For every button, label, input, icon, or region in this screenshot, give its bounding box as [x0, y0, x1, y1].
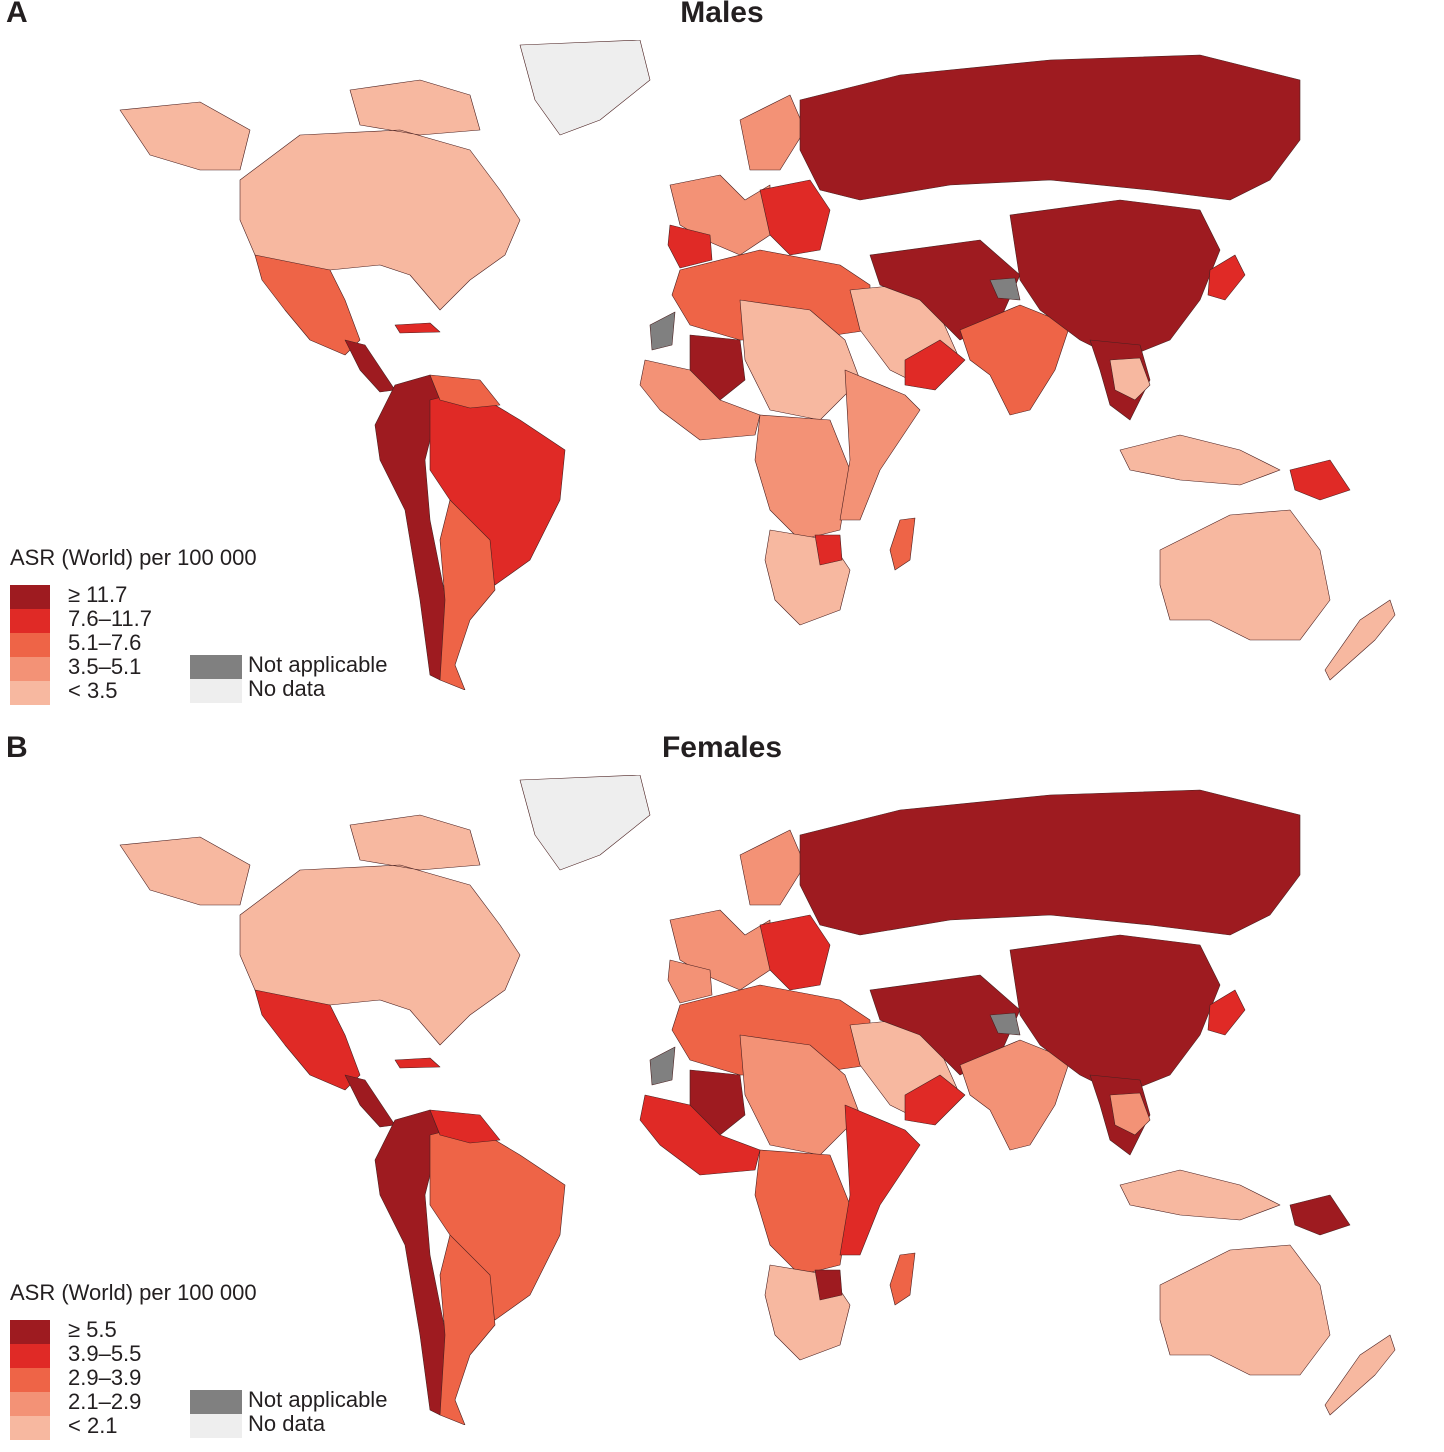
region-mexico: [254, 989, 361, 1091]
region-madagascar: [889, 517, 916, 571]
legend-swatch: [190, 655, 242, 679]
legend-label: ≥ 5.5: [68, 1317, 117, 1342]
region-western-sahara: [649, 1046, 676, 1086]
region-india: [959, 304, 1071, 416]
legend-label: 2.9–3.9: [68, 1365, 142, 1390]
legend-label: 3.5–5.1: [68, 654, 142, 679]
legend-swatch: [10, 657, 50, 681]
choropleth-map: [119, 775, 1396, 1425]
region-indonesia: [1119, 1169, 1281, 1221]
legend-swatch: [10, 1368, 50, 1392]
region-russia-east: [799, 789, 1301, 936]
legend-label: ≥ 11.7: [68, 582, 128, 607]
region-png: [1289, 459, 1351, 501]
legend-title: ASR (World) per 100 000: [10, 545, 257, 570]
region-western-sahara: [649, 311, 676, 351]
legend-swatch: [190, 1390, 242, 1414]
region-brazil: [429, 389, 566, 586]
legend: ASR (World) per 100 000 ≥ 11.7 7.6–11.7 …: [10, 545, 440, 715]
legend-label: 7.6–11.7: [68, 606, 153, 631]
region-guyana-region: [429, 1109, 501, 1144]
panel-letter: A: [6, 0, 28, 29]
map-panel-females: B Females ASR (World) per 100 000 ≥ 5.5 …: [0, 731, 1444, 1452]
legend-label: Not applicable: [248, 1387, 388, 1412]
region-central-america: [344, 1074, 396, 1128]
region-yemen-oman: [904, 339, 966, 391]
region-kashmir: [989, 1012, 1021, 1036]
region-eastern-europe: [759, 179, 831, 256]
region-caribbean: [394, 322, 441, 334]
region-yemen-oman: [904, 1074, 966, 1126]
region-east-africa: [839, 1104, 921, 1256]
region-sahel: [739, 1034, 861, 1156]
region-new-zealand: [1324, 599, 1396, 681]
region-west-africa: [639, 1094, 761, 1176]
region-kashmir: [989, 277, 1021, 301]
legend-swatch: [10, 1320, 50, 1344]
region-new-zealand: [1324, 1334, 1396, 1416]
legend-label: 2.1–2.9: [68, 1389, 142, 1414]
choropleth-map: [119, 40, 1396, 690]
region-thailand: [1109, 1092, 1151, 1136]
legend: ASR (World) per 100 000 ≥ 5.5 3.9–5.5 2.…: [10, 1280, 440, 1450]
region-madagascar: [889, 1252, 916, 1306]
region-greenland: [519, 775, 651, 871]
legend-swatch: [10, 1416, 50, 1440]
region-india: [959, 1039, 1071, 1151]
region-indonesia: [1119, 434, 1281, 486]
region-thailand: [1109, 357, 1151, 401]
region-china: [1009, 199, 1221, 361]
region-east-africa: [839, 369, 921, 521]
legend-label: 5.1–7.6: [68, 630, 142, 655]
region-spain: [667, 959, 713, 1004]
region-japan: [1207, 254, 1246, 301]
legend-title: ASR (World) per 100 000: [10, 1280, 257, 1305]
legend-label: No data: [248, 1411, 326, 1436]
region-caribbean: [394, 1057, 441, 1069]
legend-label: < 3.5: [68, 678, 118, 703]
region-russia-east: [799, 54, 1301, 201]
legend-swatch: [10, 585, 50, 609]
region-spain: [667, 224, 713, 269]
legend-swatch: [10, 1392, 50, 1416]
region-southern-cone: [439, 1234, 496, 1425]
region-west-africa: [639, 359, 761, 441]
region-brazil: [429, 1124, 566, 1321]
legend-swatch: [10, 1344, 50, 1368]
legend-swatch: [10, 633, 50, 657]
region-mexico: [254, 254, 361, 356]
region-north-america: [119, 79, 521, 311]
region-china: [1009, 934, 1221, 1096]
region-eastern-europe: [759, 914, 831, 991]
legend-label: Not applicable: [248, 652, 388, 677]
legend-swatch: [190, 679, 242, 703]
region-japan: [1207, 989, 1246, 1036]
panel-letter: B: [6, 731, 28, 764]
panel-title: Females: [661, 731, 783, 764]
region-southern-cone: [439, 499, 496, 690]
region-sahel: [739, 299, 861, 421]
region-guyana-region: [429, 374, 501, 409]
region-central-america: [344, 339, 396, 393]
region-greenland: [519, 40, 651, 136]
legend-label: < 2.1: [68, 1413, 118, 1438]
region-australia: [1159, 509, 1331, 641]
panel-title: Males: [680, 0, 764, 29]
region-central-africa: [754, 414, 851, 541]
legend-swatch: [10, 681, 50, 705]
legend-label: 3.9–5.5: [68, 1341, 142, 1366]
legend-swatch: [10, 609, 50, 633]
region-png: [1289, 1194, 1351, 1236]
region-zimbabwe: [814, 1269, 843, 1301]
legend-swatch: [190, 1414, 242, 1438]
legend-label: No data: [248, 676, 326, 701]
region-central-africa: [754, 1149, 851, 1276]
map-panel-males: A Males ASR (World) per 100 000 ≥ 11.7 7…: [0, 0, 1444, 717]
region-zimbabwe: [814, 534, 843, 566]
region-australia: [1159, 1244, 1331, 1376]
